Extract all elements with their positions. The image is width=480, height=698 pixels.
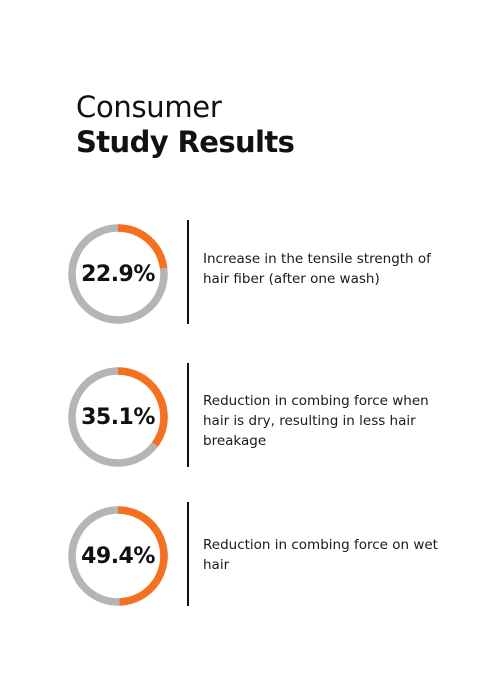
vertical-divider — [187, 220, 189, 324]
progress-ring-graphic — [68, 506, 168, 606]
page-title: Consumer Study Results — [76, 90, 295, 159]
progress-ring: 49.4% — [66, 504, 170, 608]
progress-ring: 22.9% — [66, 222, 170, 326]
stat-percentage: 35.1% — [81, 404, 155, 430]
title-line-2: Study Results — [76, 125, 295, 159]
title-line-1: Consumer — [76, 90, 222, 124]
stat-description: Increase in the tensile strength of hair… — [203, 251, 431, 287]
progress-ring: 35.1% — [66, 365, 170, 469]
stat-block-tensile-strength: 22.9% Increase in the tensile strength o… — [0, 220, 480, 330]
stat-description: Reduction in combing force when hair is … — [203, 393, 429, 449]
stat-block-wet-combing: 49.4% Reduction in combing force on wet … — [0, 502, 480, 612]
stat-percentage: 22.9% — [81, 261, 155, 287]
ring-progress-arc — [68, 367, 168, 467]
progress-ring-graphic — [68, 224, 168, 324]
stat-description: Reduction in combing force on wet hair — [203, 537, 438, 573]
ring-progress-arc — [68, 506, 168, 606]
stat-percentage: 49.4% — [81, 543, 155, 569]
stat-block-dry-combing: 35.1% Reduction in combing force when ha… — [0, 363, 480, 473]
vertical-divider — [187, 502, 189, 606]
progress-ring-graphic — [68, 367, 168, 467]
ring-progress-arc — [68, 224, 168, 324]
vertical-divider — [187, 363, 189, 467]
